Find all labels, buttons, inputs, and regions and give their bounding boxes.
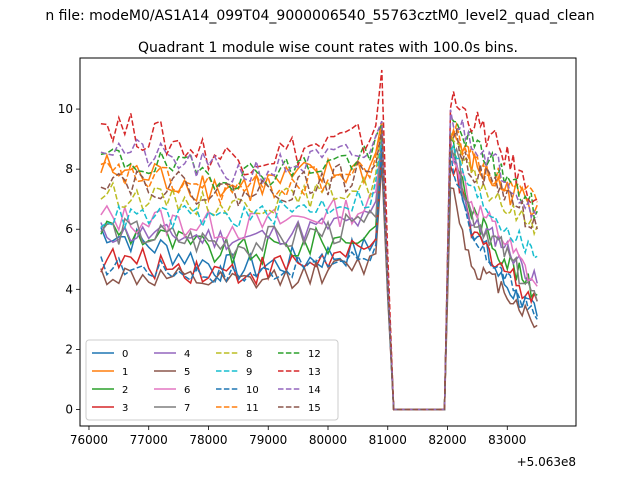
x-offset-label: +5.063e8 <box>517 455 576 469</box>
chart-title: Quadrant 1 module wise count rates with … <box>138 40 518 56</box>
x-tick-label: 82000 <box>428 433 466 447</box>
x-tick-label: 79000 <box>249 433 287 447</box>
legend-label-2: 2 <box>122 385 128 396</box>
y-tick-label: 0 <box>65 402 73 416</box>
x-tick-label: 77000 <box>130 433 168 447</box>
legend-frame <box>85 339 339 421</box>
y-tick-label: 6 <box>65 222 73 236</box>
series-line-13 <box>100 69 538 411</box>
series-line-12 <box>100 113 538 411</box>
x-tick-label: 78000 <box>189 433 227 447</box>
y-tick-label: 10 <box>58 102 73 116</box>
legend-label-9: 9 <box>246 367 252 378</box>
legend-label-3: 3 <box>122 403 128 414</box>
legend-label-1: 1 <box>122 367 128 378</box>
series-line-15 <box>100 127 538 411</box>
series-line-8 <box>100 127 538 411</box>
figure-suptitle: n file: modeM0/AS1A14_099T04_9000006540_… <box>45 8 594 24</box>
legend-label-5: 5 <box>184 367 190 378</box>
legend-label-12: 12 <box>308 349 321 360</box>
axes-ticks: 76000 77000 78000 79000 80000 81000 82000 83000… <box>58 102 527 447</box>
legend-label-0: 0 <box>122 349 128 360</box>
x-tick-label: 83000 <box>488 433 526 447</box>
legend-label-15: 15 <box>308 403 321 414</box>
x-tick-label: 81000 <box>369 433 407 447</box>
legend-label-8: 8 <box>246 349 252 360</box>
legend-label-11: 11 <box>246 403 259 414</box>
series-lines <box>100 69 538 411</box>
legend-label-7: 7 <box>184 403 190 414</box>
legend-label-14: 14 <box>308 385 321 396</box>
y-tick-label: 2 <box>65 342 73 356</box>
legend-label-4: 4 <box>184 349 190 360</box>
y-tick-label: 4 <box>65 282 73 296</box>
legend-label-13: 13 <box>308 367 321 378</box>
legend-label-10: 10 <box>246 385 259 396</box>
x-tick-label: 80000 <box>309 433 347 447</box>
y-tick-label: 8 <box>65 162 73 176</box>
legend-label-6: 6 <box>184 385 190 396</box>
x-tick-label: 76000 <box>70 433 108 447</box>
plot-frame <box>79 57 577 427</box>
